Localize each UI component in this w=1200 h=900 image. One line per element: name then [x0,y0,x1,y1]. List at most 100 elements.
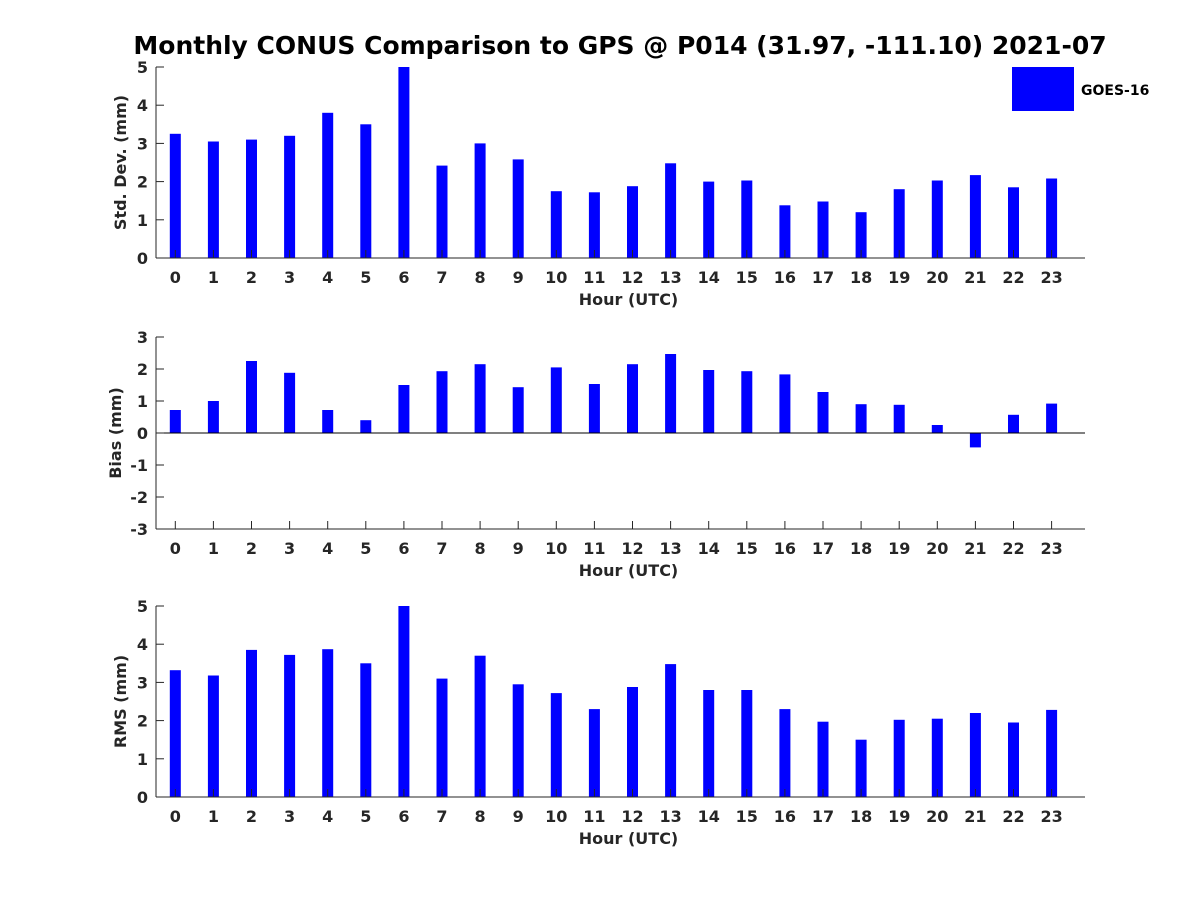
std-dev-xtick-label: 14 [698,268,720,287]
bias-xtick-label: 22 [1002,539,1024,558]
rms-bar-6 [398,606,410,797]
rms-bar-9 [512,684,524,797]
chart-title: Monthly CONUS Comparison to GPS @ P014 (… [133,31,1106,60]
std-dev-xtick-label: 10 [545,268,567,287]
std-dev-xtick-label: 13 [659,268,681,287]
rms-xtick-label: 1 [208,807,219,826]
std-dev-ytick-label: 0 [137,249,148,268]
bias-bar-8 [474,364,486,433]
std-dev-ytick-label: 4 [137,96,148,115]
rms-bar-3 [284,654,296,797]
std-dev-xtick-label: 16 [774,268,796,287]
rms-xlabel: Hour (UTC) [579,829,679,848]
rms-xtick-label: 6 [398,807,409,826]
rms-bar-19 [893,719,905,797]
legend: GOES-16 [1012,67,1149,111]
std-dev-xtick-label: 21 [964,268,986,287]
std-dev-bar-2 [246,139,257,258]
rms-xtick-label: 23 [1040,807,1062,826]
std-dev-bar-1 [207,141,219,258]
rms-bar-0 [169,670,181,797]
std-dev-bar-22 [1008,187,1019,258]
rms-xtick-label: 5 [360,807,371,826]
bias-bar-17 [817,392,829,433]
rms-xtick-label: 17 [812,807,834,826]
rms-bar-1 [207,675,219,797]
std-dev-xtick-label: 5 [360,268,371,287]
bias-bar-14 [703,370,715,433]
rms-bar-2 [246,649,257,797]
rms-xtick-label: 9 [513,807,524,826]
rms-bar-22 [1008,722,1019,797]
rms-xtick-label: 16 [774,807,796,826]
std-dev-xtick-label: 6 [398,268,409,287]
rms-ytick-label: 0 [137,788,148,807]
std-dev-xtick-label: 3 [284,268,295,287]
bias-bar-10 [550,367,562,433]
std-dev-bar-14 [703,181,715,258]
std-dev-xtick-label: 18 [850,268,872,287]
std-dev-xtick-label: 4 [322,268,333,287]
std-dev-xtick-label: 8 [475,268,486,287]
rms-xtick-label: 15 [736,807,758,826]
rms-bar-11 [588,709,600,797]
rms-bar-14 [703,690,715,797]
bias-bar-22 [1008,414,1019,433]
std-dev-bar-16 [779,205,791,258]
rms-bar-20 [931,718,943,797]
bias-bar-0 [169,410,181,433]
std-dev-ytick-label: 1 [137,211,148,230]
rms-ytick-label: 2 [137,712,148,731]
bias-xtick-label: 9 [513,539,524,558]
rms-ytick-label: 4 [137,635,148,654]
rms-ytick-label: 3 [137,673,148,692]
bias-xtick-label: 2 [246,539,257,558]
rms-xtick-label: 2 [246,807,257,826]
bias-xtick-label: 23 [1040,539,1062,558]
std-dev-bar-5 [360,124,372,258]
bias-xtick-label: 12 [621,539,643,558]
bias-ytick-label: 1 [137,392,148,411]
std-dev-bar-19 [893,189,905,258]
rms-xtick-label: 11 [583,807,605,826]
bias-xtick-label: 0 [170,539,181,558]
std-dev-bar-20 [931,180,943,258]
bias-bar-12 [627,364,638,433]
rms-bar-12 [627,687,638,797]
rms-bar-13 [665,664,677,797]
std-dev-ytick-label: 3 [137,134,148,153]
bias-xtick-label: 15 [736,539,758,558]
rms-bar-15 [741,690,753,797]
rms-xtick-label: 7 [436,807,447,826]
rms-bar-8 [474,655,486,797]
std-dev-bar-18 [855,212,867,258]
rms-bar-7 [436,678,448,797]
std-dev-xtick-label: 12 [621,268,643,287]
std-dev-bar-3 [284,135,296,258]
legend-swatch [1012,67,1074,111]
std-dev-xtick-label: 23 [1040,268,1062,287]
rms-xtick-label: 3 [284,807,295,826]
rms-bar-5 [360,663,372,797]
std-dev-bar-15 [741,180,753,258]
rms-xtick-label: 21 [964,807,986,826]
std-dev-bar-9 [512,159,524,258]
std-dev-xtick-label: 11 [583,268,605,287]
rms-bar-16 [779,709,791,797]
std-dev-bar-11 [588,192,600,258]
bias-xtick-label: 6 [398,539,409,558]
std-dev-xtick-label: 7 [436,268,447,287]
std-dev-bar-6 [398,67,410,258]
bias-ytick-label: 0 [137,424,148,443]
bias-bar-6 [398,385,410,433]
legend-label: GOES-16 [1081,83,1149,99]
rms-xtick-label: 12 [621,807,643,826]
rms-xtick-label: 22 [1002,807,1024,826]
bias-bar-7 [436,371,448,433]
rms-bar-17 [817,721,829,797]
std-dev-bar-10 [550,191,562,258]
std-dev-bar-4 [322,112,334,258]
